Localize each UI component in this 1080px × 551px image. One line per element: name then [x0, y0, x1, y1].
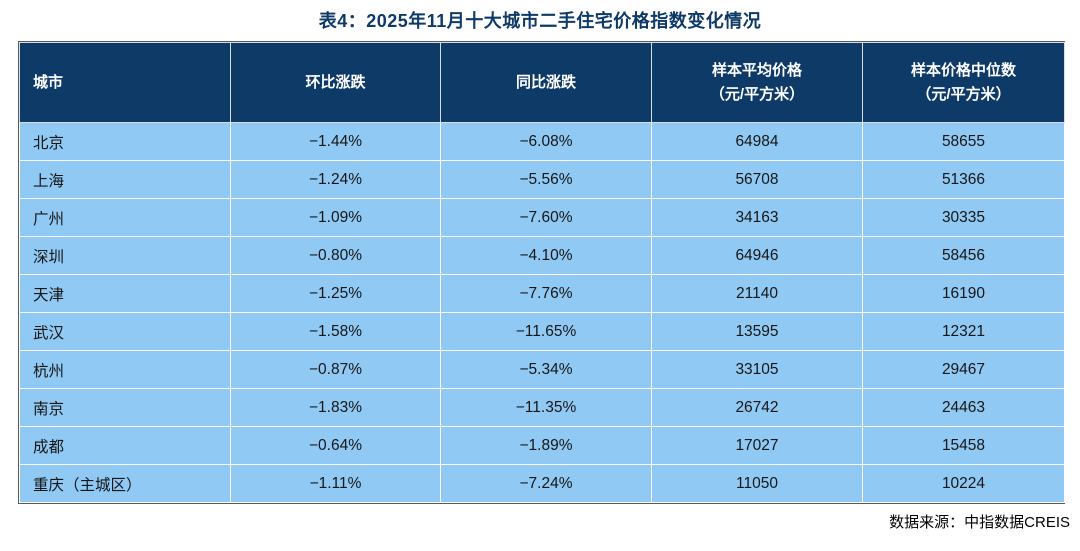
price-index-table-grid: 城市 环比涨跌 同比涨跌 样本平均价格 （元/平方米） 样本价格中位数 （元/平 [19, 42, 1065, 503]
yoy-change-cell: −6.08% [440, 122, 652, 161]
yoy-change-cell: −4.10% [440, 236, 652, 275]
yoy-change-cell: −11.35% [440, 388, 652, 427]
price-index-table: 城市 环比涨跌 同比涨跌 样本平均价格 （元/平方米） 样本价格中位数 （元/平 [18, 41, 1065, 504]
column-header-avg-price: 样本平均价格 （元/平方米） [651, 42, 863, 123]
column-header-label: 样本平均价格 [711, 61, 802, 79]
city-cell: 成都 [19, 426, 231, 465]
city-cell: 武汉 [19, 312, 231, 351]
mom-change-cell: −0.80% [230, 236, 441, 275]
column-header-label: 同比涨跌 [515, 73, 576, 91]
city-cell: 天津 [19, 274, 231, 313]
column-header-city: 城市 [19, 42, 231, 123]
median-price-cell: 30335 [862, 198, 1065, 237]
table-row: 深圳 −0.80% −4.10% 64946 58456 [19, 236, 1065, 275]
table-row: 成都 −0.64% −1.89% 17027 15458 [19, 426, 1065, 465]
mom-change-cell: −0.64% [230, 426, 441, 465]
column-header-mom-change: 环比涨跌 [230, 42, 441, 123]
median-price-cell: 10224 [862, 464, 1065, 503]
table-row: 广州 −1.09% −7.60% 34163 30335 [19, 198, 1065, 237]
column-header-label: 城市 [33, 73, 64, 91]
avg-price-cell: 34163 [651, 198, 863, 237]
city-cell: 上海 [19, 160, 231, 199]
city-cell: 南京 [19, 388, 231, 427]
median-price-cell: 12321 [862, 312, 1065, 351]
city-cell: 重庆（主城区） [19, 464, 231, 503]
column-header-yoy-change: 同比涨跌 [440, 42, 652, 123]
yoy-change-cell: −5.34% [440, 350, 652, 389]
mom-change-cell: −1.11% [230, 464, 441, 503]
median-price-cell: 16190 [862, 274, 1065, 313]
mom-change-cell: −1.58% [230, 312, 441, 351]
median-price-cell: 51366 [862, 160, 1065, 199]
yoy-change-cell: −7.60% [440, 198, 652, 237]
median-price-cell: 24463 [862, 388, 1065, 427]
table-row: 杭州 −0.87% −5.34% 33105 29467 [19, 350, 1065, 389]
avg-price-cell: 11050 [651, 464, 863, 503]
column-header-unit: （元/平方米） [916, 85, 1011, 103]
table-title: 表4：2025年11月十大城市二手住宅价格指数变化情况 [318, 11, 762, 31]
avg-price-cell: 33105 [651, 350, 863, 389]
yoy-change-cell: −7.24% [440, 464, 652, 503]
table-row: 武汉 −1.58% −11.65% 13595 12321 [19, 312, 1065, 351]
column-header-unit: （元/平方米） [709, 85, 805, 103]
yoy-change-cell: −1.89% [440, 426, 652, 465]
median-price-cell: 58456 [862, 236, 1065, 275]
table-row: 上海 −1.24% −5.56% 56708 51366 [19, 160, 1065, 199]
city-cell: 深圳 [19, 236, 231, 275]
data-source: 数据来源：中指数据CREIS [889, 514, 1070, 531]
table-row: 北京 −1.44% −6.08% 64984 58655 [19, 122, 1065, 161]
table-row: 重庆（主城区） −1.11% −7.24% 11050 10224 [19, 464, 1065, 503]
city-cell: 广州 [19, 198, 231, 237]
mom-change-cell: −0.87% [230, 350, 441, 389]
table-row: 南京 −1.83% −11.35% 26742 24463 [19, 388, 1065, 427]
yoy-change-cell: −7.76% [440, 274, 652, 313]
mom-change-cell: −1.09% [230, 198, 441, 237]
yoy-change-cell: −11.65% [440, 312, 652, 351]
table-row: 天津 −1.25% −7.76% 21140 16190 [19, 274, 1065, 313]
city-cell: 北京 [19, 122, 231, 161]
column-header-label: 环比涨跌 [305, 73, 366, 91]
table-body: 北京 −1.44% −6.08% 64984 58655 上海 −1.24% −… [19, 122, 1065, 503]
yoy-change-cell: −5.56% [440, 160, 652, 199]
avg-price-cell: 56708 [651, 160, 863, 199]
mom-change-cell: −1.83% [230, 388, 441, 427]
median-price-cell: 58655 [862, 122, 1065, 161]
mom-change-cell: −1.44% [230, 122, 441, 161]
mom-change-cell: −1.25% [230, 274, 441, 313]
median-price-cell: 15458 [862, 426, 1065, 465]
column-header-label: 样本价格中位数 [910, 61, 1016, 79]
avg-price-cell: 17027 [651, 426, 863, 465]
table-header: 城市 环比涨跌 同比涨跌 样本平均价格 （元/平方米） 样本价格中位数 （元/平 [19, 42, 1065, 123]
avg-price-cell: 13595 [651, 312, 863, 351]
mom-change-cell: −1.24% [230, 160, 441, 199]
avg-price-cell: 26742 [651, 388, 863, 427]
median-price-cell: 29467 [862, 350, 1065, 389]
header-row: 城市 环比涨跌 同比涨跌 样本平均价格 （元/平方米） 样本价格中位数 （元/平 [19, 42, 1065, 123]
avg-price-cell: 64984 [651, 122, 863, 161]
avg-price-cell: 21140 [651, 274, 863, 313]
column-header-median-price: 样本价格中位数 （元/平方米） [862, 42, 1065, 123]
city-cell: 杭州 [19, 350, 231, 389]
avg-price-cell: 64946 [651, 236, 863, 275]
